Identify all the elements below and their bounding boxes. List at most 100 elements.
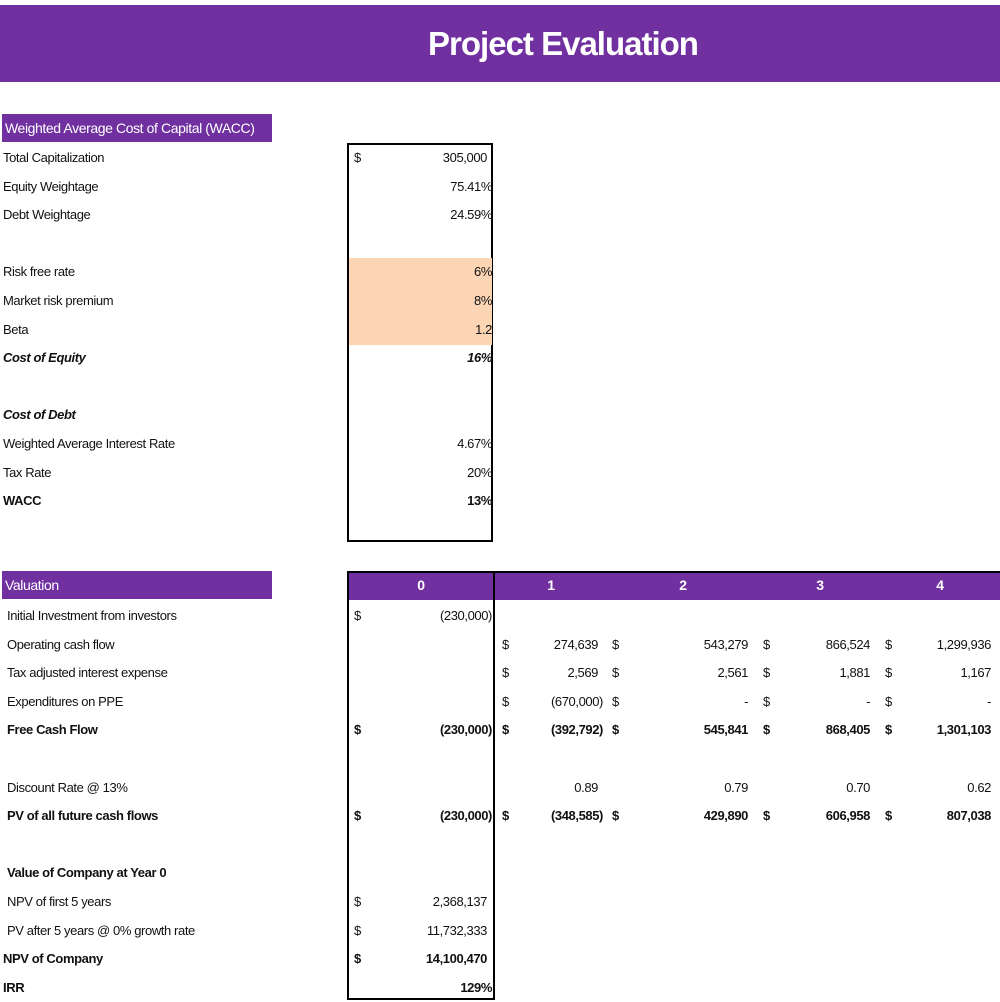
dollar-sign: $ [612, 808, 619, 824]
wacc-value: 305,000 [442, 150, 488, 165]
dollar-sign: $ [354, 608, 361, 623]
dollar-sign: $ [763, 693, 770, 709]
dollar-sign: $ [885, 665, 892, 681]
dollar-sign: $ [612, 665, 619, 681]
dollar-sign: $ [354, 922, 361, 938]
valuation-cell: 14,100,470 [425, 951, 487, 967]
valuation-cell: 606,958 [825, 808, 871, 824]
wacc-row-label: WACC [3, 493, 42, 509]
valuation-row-label: PV after 5 years @ 0% growth rate [7, 922, 195, 938]
input-cell-highlight[interactable] [349, 315, 492, 345]
valuation-cell: 545,841 [703, 722, 749, 738]
dollar-sign: $ [763, 636, 770, 652]
wacc-row-label: Total Capitalization [3, 150, 105, 165]
wacc-section-header: Weighted Average Cost of Capital (WACC) [2, 114, 272, 142]
valuation-row-label: Initial Investment from investors [7, 608, 177, 623]
wacc-row-label: Tax Rate [3, 464, 52, 480]
valuation-cell: 0.79 [724, 779, 748, 795]
dollar-sign: $ [885, 808, 892, 824]
dollar-sign: $ [354, 808, 361, 824]
wacc-value[interactable]: 1.2 [475, 321, 492, 337]
dollar-sign: $ [502, 636, 509, 652]
valuation-cell: (348,585) [550, 808, 603, 824]
valuation-row-label: PV of all future cash flows [7, 808, 159, 824]
valuation-cell: 543,279 [703, 636, 749, 652]
dollar-sign: $ [885, 693, 892, 709]
valuation-cell: 0.89 [574, 779, 598, 795]
wacc-value: 75.41% [450, 178, 492, 194]
wacc-row-label: Debt Weightage [3, 207, 91, 223]
wacc-row-label: Risk free rate [3, 264, 75, 280]
valuation-cell: 11,732,333 [426, 922, 488, 938]
valuation-row-label: NPV of first 5 years [7, 894, 111, 909]
valuation-row-label: Tax adjusted interest expense [7, 665, 168, 681]
valuation-cell: 807,038 [946, 808, 992, 824]
dollar-sign: $ [763, 665, 770, 681]
valuation-row-label: Operating cash flow [7, 636, 115, 652]
valuation-cell: 868,405 [825, 722, 871, 738]
dollar-sign: $ [612, 636, 619, 652]
valuation-row-label: Free Cash Flow [7, 722, 98, 738]
valuation-row-label: NPV of Company [3, 951, 103, 967]
valuation-cell: (670,000) [550, 693, 603, 709]
dollar-sign: $ [763, 808, 770, 824]
valuation-cell: (392,792) [550, 722, 603, 738]
valuation-cell: - [744, 693, 748, 709]
dollar-sign: $ [885, 636, 892, 652]
valuation-cell: 0.70 [846, 779, 870, 795]
wacc-value[interactable]: 8% [474, 293, 492, 308]
valuation-cell: (230,000) [439, 722, 492, 738]
dollar-sign: $ [502, 693, 509, 709]
valuation-row-label: Expenditures on PPE [7, 693, 123, 709]
valuation-cell: 274,639 [553, 636, 599, 652]
wacc-value: 16% [467, 350, 492, 366]
dollar-sign: $ [885, 722, 892, 738]
valuation-cell: 0.62 [967, 779, 991, 795]
valuation-cell: 1,301,103 [936, 722, 992, 738]
wacc-value: 13% [467, 493, 492, 509]
wacc-value[interactable]: 6% [474, 264, 492, 280]
dollar-sign: $ [354, 722, 361, 738]
dollar-sign: $ [502, 722, 509, 738]
valuation-cell: 1,299,936 [936, 636, 992, 652]
input-cell-highlight[interactable] [349, 287, 492, 317]
wacc-row-label: Beta [3, 321, 29, 337]
wacc-value: 4.67% [457, 436, 492, 451]
valuation-cell: 866,524 [825, 636, 871, 652]
valuation-cell: - [866, 693, 870, 709]
year-column-header-4: 4 [936, 577, 944, 593]
year-column-header-0: 0 [417, 577, 425, 593]
valuation-cell: 1,167 [960, 665, 991, 681]
wacc-value [360, 401, 492, 429]
valuation-cell: 129% [460, 979, 492, 995]
year-column-header-3: 3 [816, 577, 824, 593]
dollar-sign: $ [612, 722, 619, 738]
valuation-cell: 1,881 [839, 665, 870, 681]
valuation-cell: 2,368,137 [432, 894, 488, 909]
valuation-cell: 429,890 [703, 808, 749, 824]
valuation-year0-box [347, 571, 495, 1000]
valuation-row-label: Value of Company at Year 0 [7, 865, 167, 881]
page-title: Project Evaluation [428, 25, 699, 62]
dollar-sign: $ [502, 665, 509, 681]
valuation-cell: - [987, 693, 991, 709]
valuation-row-label: IRR [3, 979, 25, 995]
valuation-section-header: Valuation [2, 571, 272, 599]
valuation-cell: 2,569 [567, 665, 598, 681]
year-column-header-1: 1 [547, 577, 555, 593]
wacc-row-label: Cost of Equity [3, 350, 86, 366]
wacc-row-label: Cost of Debt [3, 407, 76, 423]
valuation-cell: (230,000) [439, 608, 492, 623]
year-column-header-2: 2 [679, 577, 687, 593]
wacc-values-box [347, 143, 493, 542]
valuation-cell: 2,561 [717, 665, 748, 681]
wacc-value: 20% [467, 464, 492, 480]
dollar-sign: $ [354, 894, 361, 909]
valuation-row-label: Discount Rate @ 13% [7, 779, 128, 795]
dollar-sign: $ [354, 951, 361, 967]
input-cell-highlight[interactable] [349, 258, 492, 288]
valuation-column-header-bar [348, 571, 1000, 600]
dollar-sign: $ [354, 150, 361, 165]
title-bar: Project Evaluation [0, 5, 1000, 82]
wacc-row-label: Equity Weightage [3, 178, 99, 194]
